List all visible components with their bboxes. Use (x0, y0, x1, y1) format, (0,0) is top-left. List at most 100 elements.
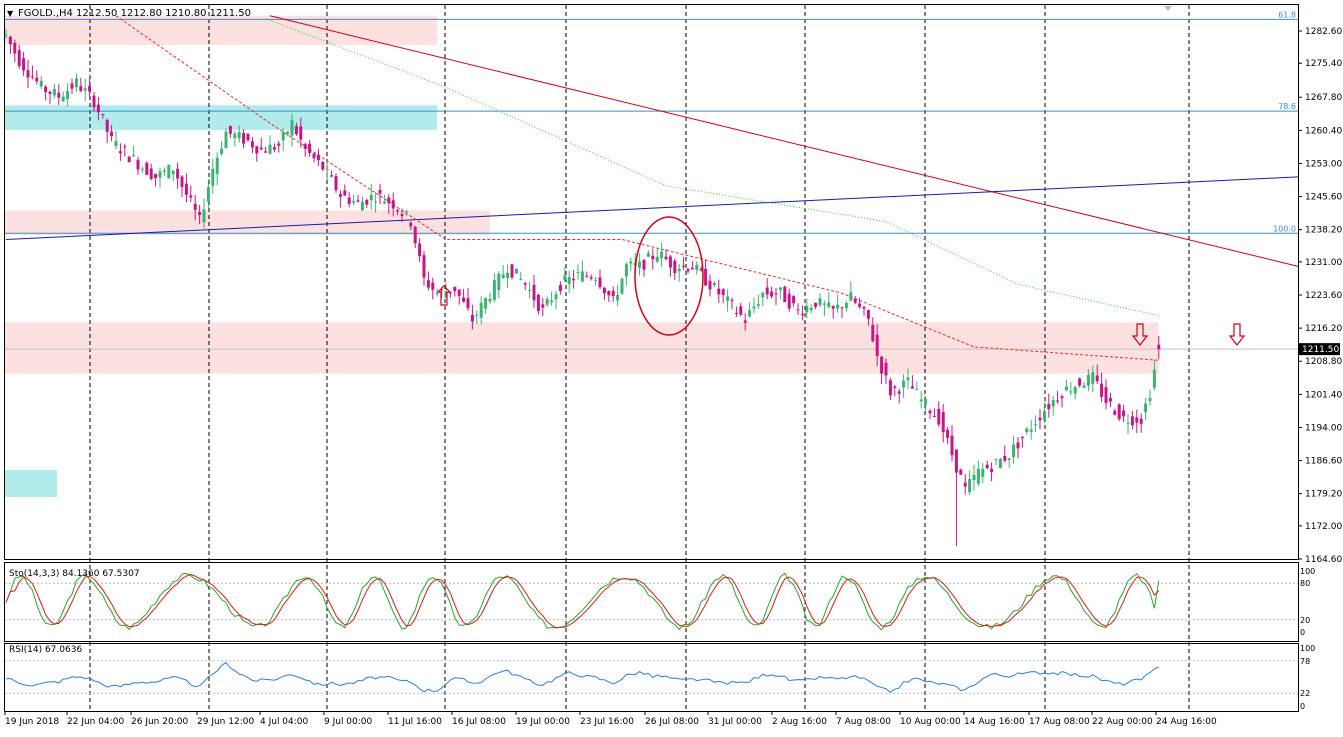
rsi-tick-label: 22 (1300, 689, 1310, 698)
rsi-panel[interactable] (4, 643, 1299, 712)
candle-body (963, 482, 967, 487)
candle-body (74, 78, 78, 88)
candle-body (770, 291, 774, 297)
candle-body (937, 408, 941, 425)
time-tick-label: 23 Jul 16:00 (580, 717, 634, 727)
price-tick-label: 1245.60 (1305, 193, 1342, 203)
candle-body (954, 449, 958, 473)
candle-body (39, 80, 43, 87)
time-tick-label: 29 Jun 12:00 (197, 717, 254, 727)
candle-body (110, 131, 114, 137)
candle-body (585, 275, 589, 277)
candle-body (466, 298, 470, 309)
candle-body (545, 299, 549, 305)
candle-body (413, 226, 417, 244)
candle-body (1082, 385, 1086, 388)
moving-averages (115, 15, 1159, 361)
candle-body (871, 324, 875, 342)
candle-body (303, 144, 307, 149)
candle-body (440, 289, 444, 291)
time-tick-label: 19 Jun 2018 (5, 717, 59, 727)
candle-body (453, 286, 457, 292)
candle-body (668, 256, 672, 268)
chart-shift-marker-icon (1164, 6, 1172, 11)
candle-body (30, 76, 34, 78)
candle-body (1122, 410, 1126, 417)
candle-body (695, 264, 699, 271)
candle-body (778, 287, 782, 291)
candle-body (783, 286, 787, 303)
stoch-k-line (5, 572, 1160, 631)
zone-cyan-1 (5, 105, 438, 130)
annotations[interactable] (436, 6, 1246, 346)
candle-body (743, 320, 747, 323)
candle-body (726, 296, 730, 301)
candle-body (127, 156, 131, 163)
candle-body (849, 292, 853, 301)
candle-body (765, 287, 769, 295)
candle-body (541, 304, 545, 308)
candle-body (708, 280, 712, 290)
candle-body (805, 306, 809, 313)
candle-body (704, 268, 708, 286)
candle-body (550, 300, 554, 303)
candle-body (792, 296, 796, 304)
moving-average-red (115, 15, 1159, 361)
candle-body (721, 289, 725, 296)
trendlines[interactable] (5, 15, 1299, 267)
candle-body (180, 176, 184, 187)
price-tick-label: 1201.40 (1305, 390, 1342, 400)
candle-body (272, 147, 276, 150)
candle-body (919, 399, 923, 402)
candle-body (664, 256, 668, 260)
candle-body (761, 292, 765, 298)
time-tick-label: 19 Jul 00:00 (516, 717, 570, 727)
candle-body (189, 195, 193, 198)
candle-body (836, 304, 840, 309)
candle-body (1117, 404, 1121, 420)
price-tick-label: 1282.60 (1305, 27, 1342, 37)
candle-body (827, 302, 831, 307)
candle-body (431, 282, 435, 290)
candle-body (140, 168, 144, 170)
trendline-red (269, 15, 1299, 267)
candle-body (558, 284, 562, 291)
down-arrow-icon (1131, 323, 1149, 346)
current-price-badge (1299, 343, 1340, 356)
price-panel[interactable] (4, 4, 1299, 560)
candle-body (396, 210, 400, 212)
candle-body (378, 190, 382, 194)
candle-body (972, 474, 976, 480)
candle-body (580, 271, 584, 282)
candle-body (1108, 397, 1112, 402)
candle-body (470, 314, 474, 322)
candle-body (774, 293, 778, 295)
candle-body (162, 170, 166, 172)
price-zones (5, 15, 1159, 497)
candle-body (506, 272, 510, 278)
candle-body (1025, 428, 1029, 433)
rsi-tick-label: 78 (1300, 657, 1310, 666)
candle-body (853, 298, 857, 303)
time-tick-label: 14 Aug 16:00 (964, 717, 1025, 727)
candle-body (365, 199, 369, 205)
candle-body (796, 309, 800, 311)
candle-body (497, 273, 501, 290)
down-arrow-icon (1228, 323, 1246, 346)
candle-body (1051, 400, 1055, 407)
candle-body (1148, 398, 1152, 402)
rsi-label: RSI(14) 67.0636 (9, 645, 82, 655)
candle-body (1073, 387, 1077, 394)
candle-body (277, 143, 281, 146)
candle-body (866, 310, 870, 319)
candle-body (888, 380, 892, 396)
price-tick-label: 1267.80 (1305, 93, 1342, 103)
fib-label-0: 61.8 (1278, 10, 1296, 19)
candle-body (321, 161, 325, 170)
stochastic-panel[interactable] (4, 562, 1299, 642)
candle-body (1038, 417, 1042, 421)
dropdown-arrow-icon[interactable]: ▼ (7, 9, 14, 18)
symbol-header: FGOLD.,H4 1212.50 1212.80 1210.80 1211.5… (18, 8, 251, 19)
candle-body (48, 91, 52, 94)
